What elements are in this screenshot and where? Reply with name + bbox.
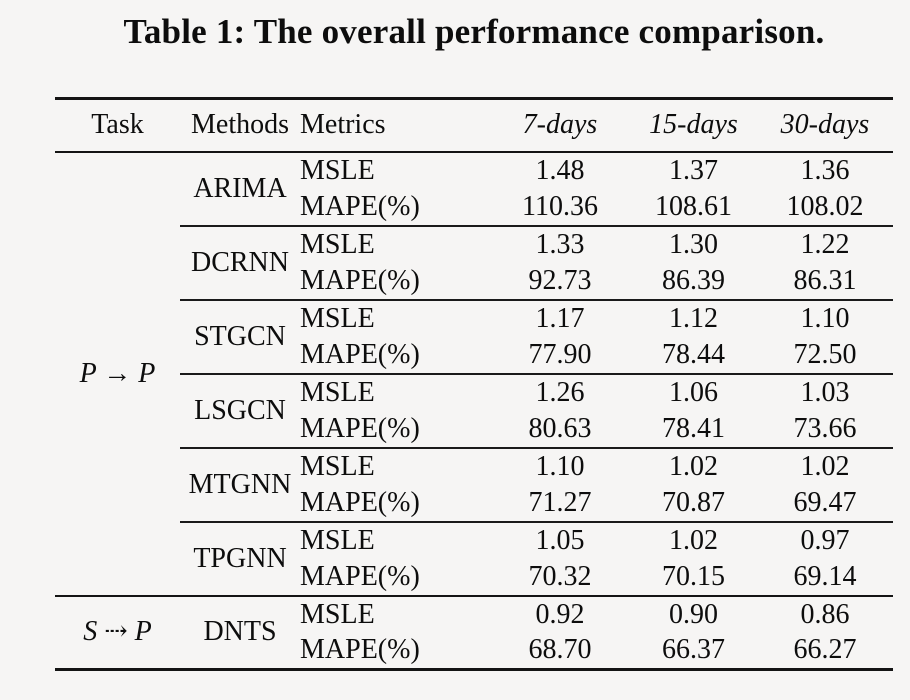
- value-cell: 71.27: [490, 484, 630, 523]
- method-cell: STGCN: [180, 299, 300, 375]
- col-header-30days: 30-days: [757, 98, 893, 153]
- value-cell: 77.90: [490, 336, 630, 375]
- task-cell-p-to-p: P → P: [55, 151, 180, 597]
- table-row: MAPE(%) 77.90 78.44 72.50: [55, 336, 893, 375]
- value-cell: 108.02: [757, 188, 893, 227]
- metric-cell: MSLE: [300, 154, 375, 186]
- header-row: Task Methods Metrics 7-days 15-days 30-d…: [55, 98, 893, 153]
- value-cell: 70.87: [630, 484, 757, 523]
- value-cell: 108.61: [630, 188, 757, 227]
- value-cell: 1.48: [535, 154, 585, 186]
- value-cell: 1.36: [800, 154, 850, 186]
- value-cell: 1.10: [800, 302, 850, 334]
- table-row: MAPE(%) 92.73 86.39 86.31: [55, 262, 893, 301]
- metric-cell: MAPE(%): [300, 484, 490, 523]
- table-row: STGCN MSLE 1.17 1.12 1.10: [55, 299, 893, 375]
- value-cell: 0.90: [669, 598, 718, 630]
- table-row: LSGCN MSLE 1.26 1.06 1.03: [55, 373, 893, 449]
- metric-cell: MSLE: [300, 228, 375, 260]
- table-caption: Table 1: The overall performance compari…: [123, 12, 825, 51]
- value-cell: 78.44: [630, 336, 757, 375]
- metric-cell: MSLE: [300, 302, 375, 334]
- metric-cell: MSLE: [300, 598, 375, 630]
- table-row: MTGNN MSLE 1.10 1.02 1.02: [55, 447, 893, 523]
- value-cell: 69.47: [757, 484, 893, 523]
- value-cell: 92.73: [490, 262, 630, 301]
- table-row: MAPE(%) 110.36 108.61 108.02: [55, 188, 893, 227]
- metric-cell: MSLE: [300, 524, 375, 556]
- table-row: S ⇢ P DNTS MSLE 0.92 0.90 0.86: [55, 595, 893, 671]
- value-cell: 1.05: [535, 524, 585, 556]
- table-row: MAPE(%) 71.27 70.87 69.47: [55, 484, 893, 523]
- value-cell: 73.66: [757, 410, 893, 449]
- value-cell: 86.31: [757, 262, 893, 301]
- method-cell: LSGCN: [180, 373, 300, 449]
- table-row: DCRNN MSLE 1.33 1.30 1.22: [55, 225, 893, 301]
- metric-cell: MAPE(%): [300, 410, 490, 449]
- value-cell: 1.02: [669, 524, 718, 556]
- metric-cell: MAPE(%): [300, 262, 490, 301]
- task-cell-s-to-p: S ⇢ P: [55, 595, 180, 671]
- value-cell: 0.92: [535, 598, 585, 630]
- method-cell: DNTS: [180, 595, 300, 671]
- method-cell: DCRNN: [180, 225, 300, 301]
- col-header-metrics: Metrics: [300, 98, 490, 153]
- value-cell: 1.06: [669, 376, 718, 408]
- value-cell: 0.97: [800, 524, 850, 556]
- value-cell: 69.14: [757, 558, 893, 597]
- performance-table: Task Methods Metrics 7-days 15-days 30-d…: [55, 97, 893, 671]
- metric-cell: MSLE: [300, 376, 375, 408]
- col-header-task: Task: [55, 98, 180, 153]
- col-header-15days: 15-days: [630, 98, 757, 153]
- col-header-methods: Methods: [180, 98, 300, 153]
- value-cell: 80.63: [490, 410, 630, 449]
- value-cell: 1.10: [535, 450, 585, 482]
- metric-cell: MAPE(%): [300, 558, 490, 597]
- value-cell: 1.33: [535, 228, 585, 260]
- method-cell: MTGNN: [180, 447, 300, 523]
- metric-cell: MAPE(%): [300, 336, 490, 375]
- metric-cell: MAPE(%): [300, 632, 490, 671]
- value-cell: 110.36: [490, 188, 630, 227]
- table-row: P → P ARIMA MSLE 1.48 1.37 1.36: [55, 151, 893, 597]
- value-cell: 1.26: [535, 376, 585, 408]
- method-cell: ARIMA: [180, 151, 300, 227]
- value-cell: 1.30: [669, 228, 718, 260]
- value-cell: 1.03: [800, 376, 850, 408]
- value-cell: 86.39: [630, 262, 757, 301]
- table-row: MAPE(%) 70.32 70.15 69.14: [55, 558, 893, 597]
- value-cell: 1.02: [669, 450, 718, 482]
- value-cell: 1.17: [535, 302, 585, 334]
- metric-cell: MSLE: [300, 450, 375, 482]
- metric-cell: MAPE(%): [300, 188, 490, 227]
- value-cell: 70.32: [490, 558, 630, 597]
- table-row: TPGNN MSLE 1.05 1.02 0.97: [55, 521, 893, 597]
- value-cell: 1.22: [800, 228, 850, 260]
- col-header-7days: 7-days: [490, 98, 630, 153]
- value-cell: 0.86: [800, 598, 850, 630]
- value-cell: 66.37: [630, 632, 757, 671]
- value-cell: 1.37: [669, 154, 718, 186]
- value-cell: 78.41: [630, 410, 757, 449]
- value-cell: 72.50: [757, 336, 893, 375]
- method-cell: TPGNN: [180, 521, 300, 597]
- table-row: MAPE(%) 80.63 78.41 73.66: [55, 410, 893, 449]
- value-cell: 1.02: [800, 450, 850, 482]
- value-cell: 70.15: [630, 558, 757, 597]
- value-cell: 68.70: [490, 632, 630, 671]
- value-cell: 66.27: [757, 632, 893, 671]
- table-row: MAPE(%) 68.70 66.37 66.27: [55, 632, 893, 671]
- value-cell: 1.12: [669, 302, 718, 334]
